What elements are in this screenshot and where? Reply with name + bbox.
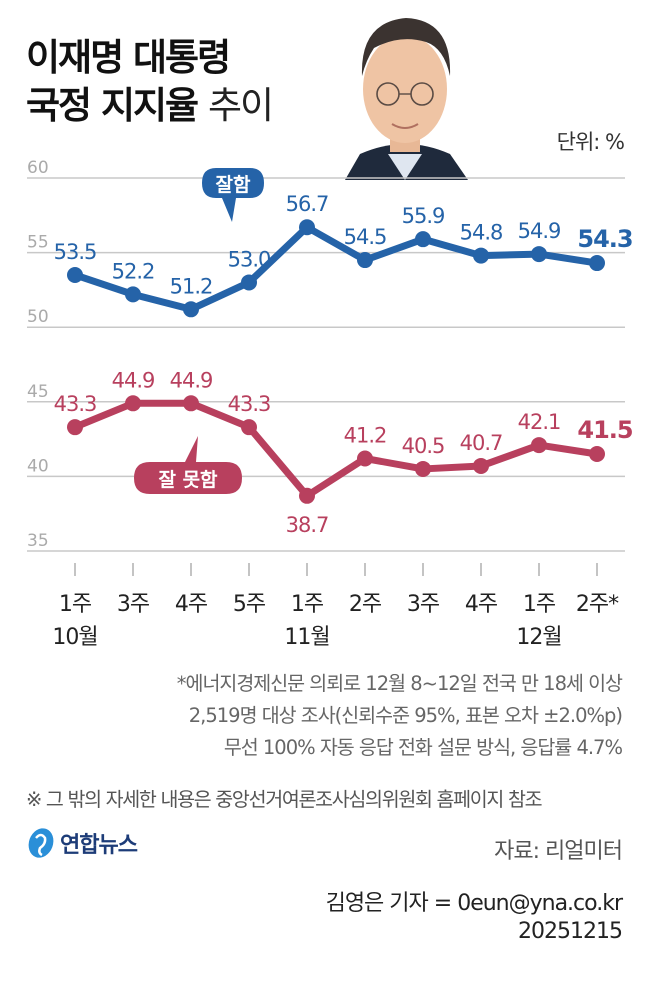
data-point [473,247,489,264]
data-label: 54.8 [460,221,503,245]
y-tick-label-35: 35 [27,531,49,551]
data-point [299,219,315,236]
survey-footnote: *에너지경제신문 의뢰로 12월 8~12일 전국 만 18세 이상 2,519… [176,668,623,764]
data-point [67,266,83,283]
series-line [73,399,598,500]
yonhap-emblem-icon [28,828,54,858]
x-tick-label: 3주 [407,592,440,617]
data-point [357,450,373,467]
data-label: 55.9 [402,204,445,228]
data-label: 53.5 [54,240,97,264]
month-label: 11월 [284,625,329,650]
month-label: 12월 [516,625,561,650]
publish-date: 20251215 [518,919,623,944]
month-label: 10월 [52,625,97,650]
data-label: 44.9 [112,368,155,392]
data-point [589,446,605,463]
x-tick-label: 1주 [291,592,324,617]
data-label: 56.7 [286,192,329,216]
legend-callout-bad: 잘 못함 [134,436,242,494]
data-label: 52.2 [112,259,155,283]
data-label: 43.3 [228,392,271,416]
reporter-credit: 김영은 기자 = 0eun@yna.co.kr [325,891,623,916]
data-point [531,437,547,454]
legend-label-bad: 잘 못함 [158,469,218,491]
data-label: 42.1 [518,410,561,434]
series-good: 53.5 52.2 51.2 53.0 56.7 54.5 55.9 54.8 54.9 54.3 [54,192,634,318]
data-label: 40.5 [402,434,445,458]
line-chart: 60 55 50 45 40 35 53.5 52.2 51.2 53.0 56.7 54.5 55.… [27,158,634,650]
x-tick-label: 1주 [523,592,556,617]
logo-text: 연합뉴스 [60,833,138,858]
data-point [183,395,199,412]
data-point [183,301,199,318]
yonhap-logo: 연합뉴스 [26,826,138,860]
title-bold: 국정 지지율 [26,84,199,127]
data-point [125,395,141,412]
data-point [241,419,257,436]
data-label: 43.3 [54,392,97,416]
x-tick-label: 4주 [465,592,498,617]
title-line-1: 이재명 대통령 [26,36,231,79]
y-tick-label-55: 55 [27,233,49,253]
x-tick-label: 5주 [233,592,266,617]
data-label: 41.5 [577,416,633,444]
reference-note: ※ 그 밖의 자세한 내용은 중앙선거여론조사심의위원회 홈페이지 참조 [26,788,543,811]
data-label: 41.2 [344,423,387,447]
data-label: 40.7 [460,431,503,455]
y-tick-label-40: 40 [27,456,49,476]
data-point [357,252,373,269]
x-tick-label: 4주 [175,592,208,617]
series-line [73,223,598,313]
data-source: 자료: 리얼미터 [494,839,623,864]
chart-title: 이재명 대통령 국정 지지율 추이 [26,34,274,130]
data-label: 54.3 [577,225,632,253]
unit-label: 단위: % [556,130,625,154]
footnote-line-1: *에너지경제신문 의뢰로 12월 8~12일 전국 만 18세 이상 [176,672,623,695]
data-label: 38.7 [286,513,329,537]
data-point [125,286,141,303]
footnote-line-2: 2,519명 대상 조사(신뢰수준 95%, 표본 오차 ±2.0%p) [188,704,623,727]
y-tick-label-50: 50 [27,307,49,327]
data-label: 51.2 [170,274,213,298]
data-label: 54.9 [518,219,561,243]
x-tick-label: 1주 [59,592,92,617]
data-point [241,274,257,291]
data-point [589,255,605,272]
data-label: 53.0 [228,247,271,271]
data-point [473,457,489,474]
title-line-2: 국정 지지율 추이 [26,82,274,130]
data-point [415,231,431,248]
y-tick-label-60: 60 [27,158,49,178]
y-tick-label-45: 45 [27,382,49,402]
footnote-line-3: 무선 100% 자동 응답 전화 설문 방식, 응답률 4.7% [223,736,623,759]
data-label: 44.9 [170,368,213,392]
data-label: 54.5 [344,225,387,249]
legend-label-good: 잘함 [216,174,251,196]
series-bad: 43.3 44.9 44.9 43.3 38.7 41.2 40.5 40.7 42.1 41.5 [54,368,634,537]
byline: 김영은 기자 = 0eun@yna.co.kr 20251215 [325,890,623,946]
data-point [67,419,83,436]
data-point [299,487,315,504]
legend-callout-good: 잘함 [202,168,264,222]
x-tick-label: 2주* [576,592,619,617]
title-light: 추이 [207,84,274,127]
x-tick-label: 3주 [117,592,150,617]
data-point [415,460,431,477]
president-portrait [345,18,468,180]
x-tick-label: 2주 [349,592,382,617]
data-point [531,246,547,263]
